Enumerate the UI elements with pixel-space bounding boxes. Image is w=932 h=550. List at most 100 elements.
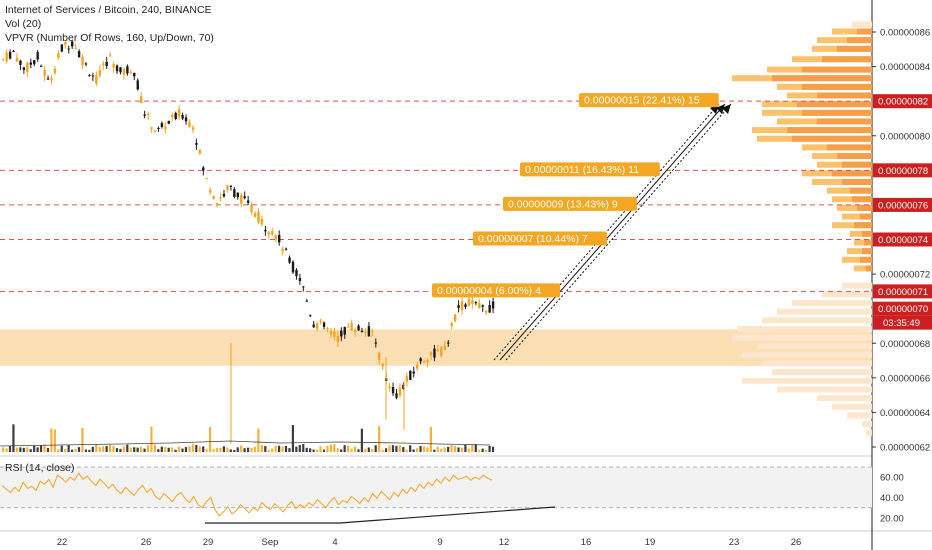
price-axis[interactable]: 0.00000086 0.00000084 0.00000082 0.00000080… (872, 28, 932, 525)
price-tick-11: 0.00000066 (880, 373, 930, 384)
volume-bar-89 (309, 448, 312, 452)
volume-bar-45 (157, 449, 160, 452)
volume-bar-81 (281, 446, 284, 452)
candle-body-27 (95, 74, 98, 84)
volume-bar-54 (188, 446, 191, 452)
volume-bar-22 (77, 447, 81, 452)
vp-row-dark-6 (772, 75, 872, 82)
candle-body-6 (22, 67, 26, 70)
volume-bar-23 (81, 427, 84, 452)
candle-body-14 (50, 78, 53, 81)
volume-bar-31 (108, 444, 112, 452)
vp-row-dark-2 (847, 37, 872, 44)
time-tick-4: 4 (332, 537, 337, 548)
candle-body-0 (2, 58, 5, 60)
candle-body-82 (284, 248, 288, 250)
vp-row-34 (737, 325, 872, 332)
projection-arrows[interactable] (493, 103, 732, 361)
candle-body-129 (447, 342, 450, 344)
candle-body-59 (205, 178, 208, 180)
vp-row-0 (852, 21, 872, 28)
volume-bar-20 (71, 449, 74, 452)
volume-bar-12 (43, 444, 46, 452)
candle-body-124 (429, 352, 433, 356)
candle-body-61 (212, 195, 215, 199)
volume-legend[interactable]: Vol (20) (5, 18, 42, 30)
candle-body-30 (105, 61, 108, 67)
volume-bar-64 (222, 446, 225, 452)
time-tick-10: 26 (791, 537, 802, 548)
candle-body-103 (357, 325, 360, 331)
volume-bar-135 (467, 448, 470, 452)
volume-bar-13 (46, 448, 50, 452)
volume-bar-118 (409, 445, 412, 452)
volume-bar-115 (398, 445, 401, 452)
vp-row-dark-5 (802, 66, 872, 73)
target-label-2: 0.00000009 (13.43%) 9 (508, 198, 618, 210)
candle-body-20 (71, 41, 74, 47)
candle-body-48 (167, 121, 170, 124)
vp-row-dark-25 (864, 239, 872, 246)
volume-bar-62 (215, 448, 219, 452)
volume-bar-79 (274, 445, 277, 452)
volume-bar-6 (22, 447, 25, 452)
candle-body-18 (64, 42, 67, 45)
volume-bar-25 (88, 449, 91, 452)
vp-row-32 (777, 308, 872, 315)
volume-bar-14 (50, 428, 53, 452)
candlesticks (2, 39, 495, 444)
volume-bar-97 (336, 448, 339, 452)
candle-body-133 (460, 301, 464, 311)
candle-body-128 (443, 345, 446, 351)
volume-bar-127 (440, 448, 443, 452)
symbol-legend[interactable]: Internet of Services / Bitcoin, 240, BIN… (5, 4, 212, 16)
time-tick-6: 12 (499, 537, 510, 548)
volume-bar-109 (378, 426, 381, 452)
vp-row-40 (742, 377, 872, 384)
candle-body-66 (229, 185, 233, 187)
volume-bar-117 (405, 449, 408, 452)
volume-bar-30 (105, 446, 108, 452)
rsi-tick-1: 40.00 (880, 493, 904, 504)
volume-bar-43 (150, 426, 153, 452)
volume-bar-84 (291, 425, 294, 452)
candle-body-60 (209, 190, 212, 193)
vp-row-dark-9 (797, 101, 872, 108)
price-tick-0: 0.00000086 (880, 28, 930, 39)
target-label-bg-0 (432, 283, 560, 298)
candle-body-97 (336, 335, 340, 342)
volume-bar-141 (488, 445, 491, 452)
volume-bar-2 (8, 445, 12, 452)
volume-bar-103 (357, 449, 360, 452)
volume-bar-48 (167, 447, 170, 452)
vp-row-dark-10 (802, 109, 872, 116)
volume-bar-111 (384, 448, 388, 452)
candle-body-29 (102, 63, 105, 65)
candle-body-33 (115, 65, 119, 72)
volume-bar-140 (485, 449, 488, 452)
volume-bar-5 (19, 447, 22, 452)
volume-bar-133 (460, 447, 464, 452)
current-price-label: 0.00000070 (878, 304, 928, 315)
volume-bar-105 (364, 448, 367, 452)
volume-bar-88 (305, 447, 308, 452)
candle-body-126 (436, 349, 440, 351)
vp-row-36 (757, 343, 872, 350)
volume-bar-71 (246, 447, 250, 452)
candle-body-50 (174, 112, 177, 119)
current-price-bg (873, 301, 932, 316)
candle-body-84 (291, 261, 295, 273)
candle-body-135 (467, 299, 471, 306)
vp-row-44 (847, 412, 872, 419)
vpvr-legend[interactable]: VPVR (Number Of Rows, 160, Up/Down, 70) (5, 32, 214, 44)
target-label-bg-1 (473, 231, 607, 246)
time-axis[interactable]: 22 26 29 Sep 4 9 12 16 19 23 26 (57, 537, 802, 548)
volume-bar-132 (457, 447, 460, 452)
candle-body-112 (388, 386, 391, 389)
vp-row-26 (847, 248, 872, 255)
candle-body-26 (91, 75, 95, 77)
price-tag-6: 0.00000074 (878, 235, 928, 246)
volume-bar-39 (136, 447, 139, 452)
rsi-legend[interactable]: RSI (14, close) (5, 462, 75, 474)
